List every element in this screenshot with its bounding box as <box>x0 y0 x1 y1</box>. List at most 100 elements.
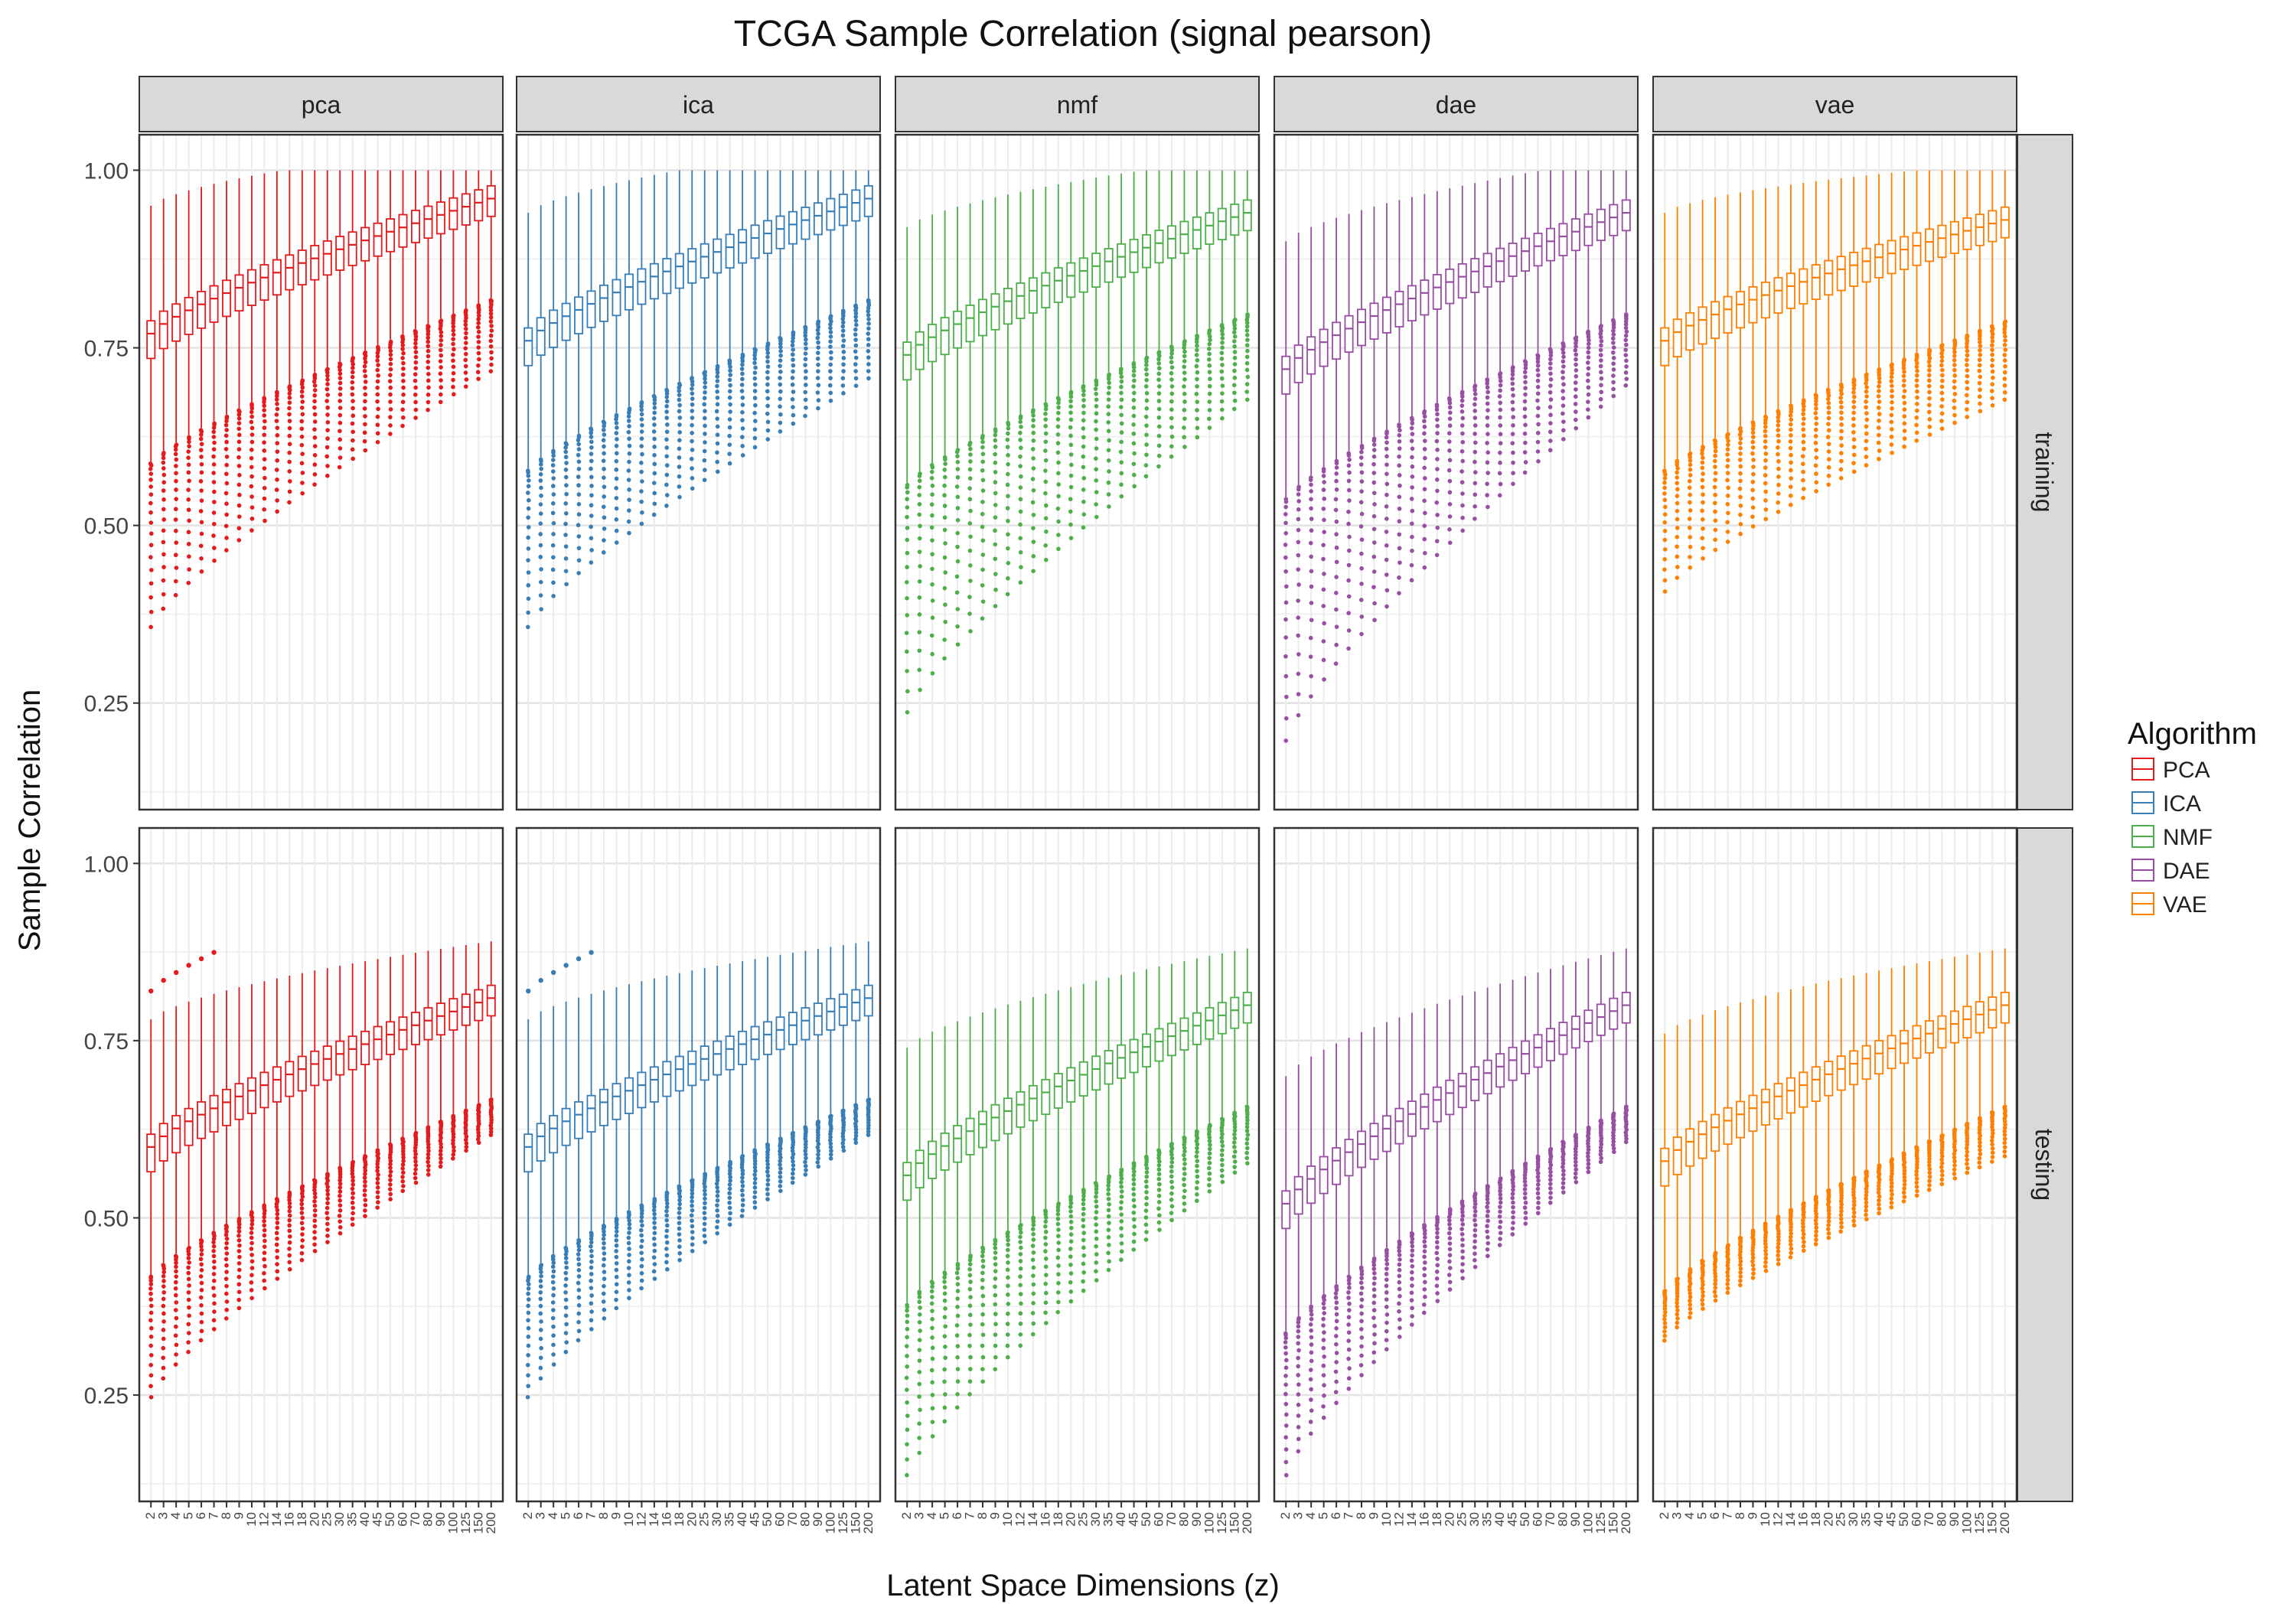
box-iqr <box>1445 268 1455 305</box>
outlier-point <box>1877 448 1882 453</box>
box-iqr <box>1975 214 1985 246</box>
outlier-point <box>1131 441 1137 446</box>
outlier-point <box>325 445 330 450</box>
outlier-point <box>1397 519 1402 523</box>
outlier-point <box>1283 499 1289 504</box>
outlier-point <box>1952 357 1957 363</box>
y-tick-label: 0.25 <box>84 1384 129 1409</box>
outlier-point <box>439 1160 443 1165</box>
outlier-point <box>299 442 305 448</box>
box-iqr <box>1736 291 1746 329</box>
outlier-point <box>1851 461 1856 466</box>
outlier-point <box>211 1240 216 1245</box>
outlier-point <box>1397 424 1401 429</box>
outlier-point <box>563 455 569 460</box>
outlier-point <box>338 1231 343 1236</box>
outlier-point <box>413 399 418 405</box>
box-iqr <box>1988 210 1998 243</box>
outlier-point <box>804 346 808 351</box>
outlier-point <box>1169 360 1174 365</box>
outlier-point <box>550 484 556 488</box>
outlier-point <box>1094 490 1099 494</box>
outlier-point <box>400 347 405 351</box>
outlier-point <box>1384 471 1389 477</box>
panel-border <box>138 133 504 811</box>
outlier-point <box>362 1192 367 1198</box>
outlier-point <box>338 437 342 442</box>
outlier-point <box>866 337 871 342</box>
outlier-point <box>526 535 530 540</box>
box-iqr <box>461 993 471 1026</box>
outlier-point <box>1611 332 1616 337</box>
outlier-point <box>1018 485 1023 490</box>
outlier-point <box>1119 430 1124 435</box>
outlier-point <box>236 447 242 451</box>
outlier-point <box>1131 373 1137 378</box>
outlier-point <box>526 1384 531 1389</box>
outlier-point <box>740 1208 745 1213</box>
outlier-point <box>275 1221 280 1225</box>
outlier-point <box>1068 473 1074 478</box>
outlier-point <box>236 1229 242 1234</box>
outlier-point <box>325 1188 330 1193</box>
outlier-point <box>803 1172 808 1177</box>
outlier-point <box>1876 406 1881 410</box>
outlier-point <box>1965 368 1970 373</box>
box-ica-training-z5 <box>561 196 571 587</box>
outlier-point <box>1044 557 1049 562</box>
outlier-point <box>1599 383 1603 388</box>
outlier-point <box>803 376 808 380</box>
outlier-point <box>526 1335 531 1339</box>
outlier-point <box>1926 373 1932 378</box>
outlier-point <box>1068 404 1073 409</box>
outlier-point <box>1510 376 1515 381</box>
outlier-point <box>703 385 707 390</box>
outlier-point <box>1182 354 1187 359</box>
outlier-point <box>1511 481 1515 487</box>
outlier-point <box>917 612 922 617</box>
outlier-point <box>589 1240 594 1245</box>
outlier-point <box>828 1145 833 1149</box>
box-pca-training-z10 <box>246 175 256 533</box>
outlier-point <box>968 508 973 513</box>
box-pca-training-z60 <box>398 170 408 429</box>
outlier-point <box>489 362 494 367</box>
box-iqr <box>1949 220 1959 254</box>
outlier-point <box>426 1152 431 1157</box>
outlier-point <box>1410 485 1414 490</box>
outlier-point <box>1384 492 1389 497</box>
outlier-point <box>576 1262 582 1267</box>
outlier-point <box>1156 399 1162 403</box>
outlier-point <box>1952 398 1957 403</box>
panel-border <box>894 133 1261 811</box>
outlier-point <box>1890 406 1894 411</box>
outlier-point <box>2002 376 2007 381</box>
outlier-point <box>1283 543 1288 547</box>
outlier-point <box>2002 370 2007 375</box>
outlier-point <box>563 1252 569 1257</box>
outlier-point <box>199 1268 204 1273</box>
outlier-point <box>727 1216 732 1221</box>
outlier-point <box>236 1267 242 1273</box>
outlier-point <box>550 1300 556 1305</box>
outlier-point <box>1889 442 1894 447</box>
outlier-point <box>703 380 708 385</box>
outlier-point <box>664 1223 670 1228</box>
outlier-point <box>211 1249 216 1253</box>
outlier-point <box>980 488 986 493</box>
outlier-point <box>1535 384 1541 390</box>
outlier-point <box>1523 440 1528 445</box>
outlier-point <box>1926 360 1932 364</box>
outlier-point <box>224 512 229 517</box>
box-iqr <box>1028 277 1038 314</box>
outlier-point <box>1309 569 1314 574</box>
outlier-point <box>652 410 657 416</box>
outlier-point <box>728 1178 732 1183</box>
outlier-point <box>703 468 707 473</box>
outlier-point <box>1726 510 1730 516</box>
outlier-point <box>1598 396 1603 402</box>
outlier-point <box>526 1291 530 1296</box>
outlier-point <box>589 1253 594 1259</box>
outlier-point <box>1309 554 1313 559</box>
box-pca-training-z6 <box>197 187 207 574</box>
